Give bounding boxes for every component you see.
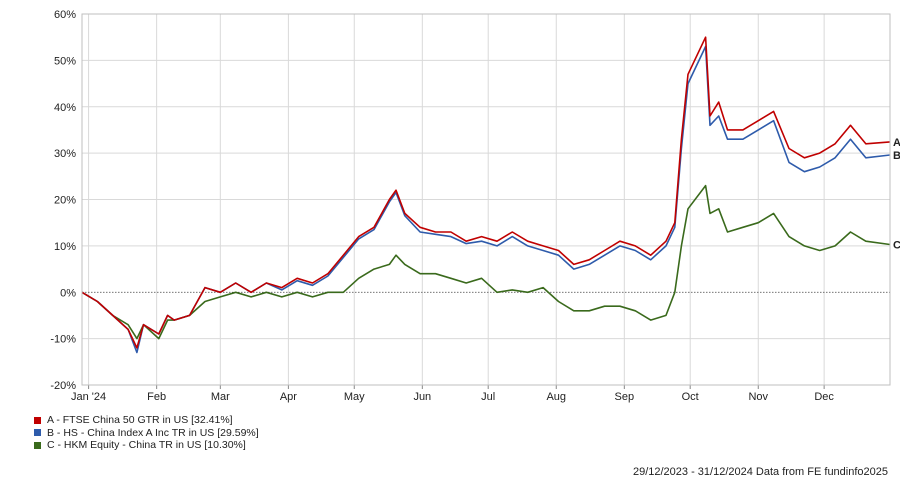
x-tick-label: Mar — [211, 391, 230, 403]
legend-label-b: B - HS - China Index A Inc TR in US [29.… — [47, 426, 259, 439]
x-tick-label: Jan '24 — [71, 391, 106, 403]
y-tick-label: 60% — [54, 9, 76, 21]
x-tick-label: Jul — [481, 391, 495, 403]
x-tick-label: Nov — [748, 391, 768, 403]
x-tick-label: Oct — [682, 391, 699, 403]
legend-swatch-c — [34, 441, 41, 449]
legend-item-c: C - HKM Equity - China TR in US [10.30%] — [34, 439, 259, 452]
series-line-c — [81, 184, 891, 340]
y-tick-label: 30% — [54, 148, 76, 160]
axis-layer — [81, 13, 891, 389]
legend-item-a: A - FTSE China 50 GTR in US [32.41%] — [34, 414, 259, 427]
x-tick-label: Dec — [814, 391, 834, 403]
y-tick-label: 50% — [54, 55, 76, 67]
y-tick-label: -20% — [50, 380, 76, 392]
series-end-label-a: A — [893, 137, 900, 149]
series-end-label-c: C — [893, 239, 900, 251]
x-tick-label: Sep — [615, 391, 635, 403]
legend-label-c: C - HKM Equity - China TR in US [10.30%] — [47, 439, 246, 451]
legend-swatch-a — [34, 416, 41, 424]
y-tick-label: 10% — [54, 241, 76, 253]
label-layer: 60% 50% 40% 30% 20% 10% 0% -10% -20%Jan '24 Feb Ma… — [50, 9, 900, 403]
grid-layer — [82, 13, 890, 386]
series-end-label-b: B — [893, 150, 900, 162]
x-tick-label: Apr — [280, 391, 297, 403]
series-layer — [81, 36, 891, 354]
x-tick-label: Feb — [147, 391, 166, 403]
footer-source: Data from FE fundinfo2025 — [755, 466, 888, 478]
footer-date-range: 29/12/2023 - 31/12/2024 — [632, 466, 753, 478]
line-chart: 60% 50% 40% 30% 20% 10% 0% -10% -20%Jan '24 Feb Ma… — [50, 9, 900, 403]
x-tick-label: May — [344, 391, 365, 403]
y-tick-label: 20% — [54, 195, 76, 207]
legend: A - FTSE China 50 GTR in US [32.41%] B -… — [34, 414, 259, 452]
series-line-a — [81, 36, 891, 349]
x-tick-label: Aug — [546, 391, 566, 403]
x-tick-label: Jun — [413, 391, 431, 403]
legend-item-b: B - HS - China Index A Inc TR in US [29.… — [34, 427, 259, 440]
legend-label-a: A - FTSE China 50 GTR in US [32.41%] — [47, 414, 233, 426]
y-tick-label: -10% — [50, 334, 76, 346]
y-tick-label: 0% — [60, 287, 76, 299]
plot-frame — [81, 13, 891, 386]
legend-swatch-b — [34, 429, 41, 437]
footer: 29/12/2023 - 31/12/2024 Data from FE fun… — [633, 466, 888, 478]
y-tick-label: 40% — [54, 102, 76, 114]
